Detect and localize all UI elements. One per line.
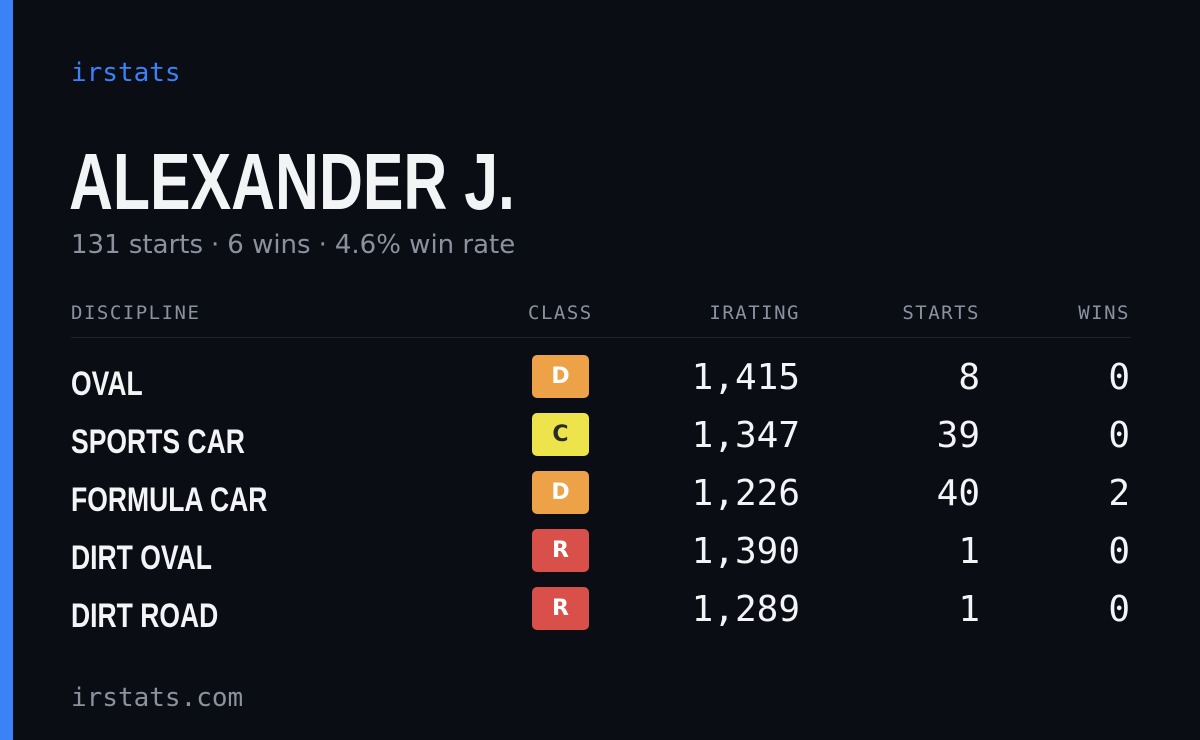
discipline-name: SPORTS CAR: [71, 423, 245, 461]
wins-value: 0: [1108, 589, 1130, 630]
discipline-name: DIRT ROAD: [71, 597, 219, 635]
starts-value: 1: [958, 589, 980, 630]
class-badge: R: [532, 529, 589, 572]
header-wins: WINS: [1078, 302, 1130, 324]
starts-summary: 131 starts: [71, 230, 203, 260]
class-badge: D: [532, 471, 589, 514]
brand-logo-text: irstats: [71, 58, 181, 88]
table-row: OVAL D 1,415 8 0: [0, 355, 1200, 413]
accent-bar: [0, 0, 13, 740]
discipline-name: DIRT OVAL: [71, 539, 212, 577]
summary-separator: ·: [318, 230, 327, 260]
starts-value: 1: [958, 531, 980, 572]
header-discipline: DISCIPLINE: [71, 302, 201, 324]
header-class: CLASS: [528, 302, 593, 324]
irating-value: 1,415: [691, 357, 800, 398]
starts-value: 39: [936, 415, 980, 456]
discipline-name: OVAL: [71, 365, 143, 403]
wins-value: 0: [1108, 415, 1130, 456]
wins-value: 2: [1108, 473, 1130, 514]
table-row: FORMULA CAR D 1,226 40 2: [0, 471, 1200, 529]
win-rate-summary: 4.6% win rate: [334, 230, 516, 260]
table-row: SPORTS CAR C 1,347 39 0: [0, 413, 1200, 471]
irating-value: 1,289: [691, 589, 800, 630]
player-summary: 131 starts · 6 wins · 4.6% win rate: [71, 229, 515, 261]
irating-value: 1,347: [691, 415, 800, 456]
class-badge: C: [532, 413, 589, 456]
irating-value: 1,226: [691, 473, 800, 514]
starts-value: 8: [958, 357, 980, 398]
wins-value: 0: [1108, 357, 1130, 398]
table-row: DIRT ROAD R 1,289 1 0: [0, 587, 1200, 645]
irating-value: 1,390: [691, 531, 800, 572]
discipline-name: FORMULA CAR: [71, 481, 268, 519]
player-name: ALEXANDER J.: [69, 137, 515, 226]
summary-separator: ·: [211, 230, 220, 260]
header-divider: [71, 337, 1131, 338]
starts-value: 40: [936, 473, 980, 514]
class-badge: R: [532, 587, 589, 630]
wins-value: 0: [1108, 531, 1130, 572]
table-row: DIRT OVAL R 1,390 1 0: [0, 529, 1200, 587]
class-badge: D: [532, 355, 589, 398]
footer-url: irstats.com: [71, 683, 244, 713]
header-irating: IRATING: [709, 302, 800, 324]
header-starts: STARTS: [902, 302, 980, 324]
wins-summary: 6 wins: [227, 230, 311, 260]
